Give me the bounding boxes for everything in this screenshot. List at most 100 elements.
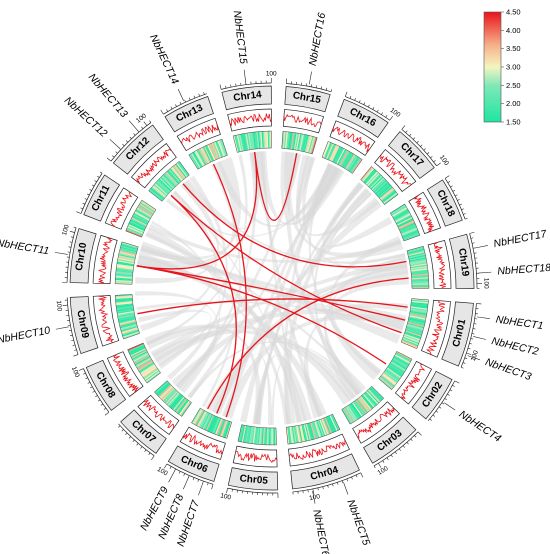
heatmap-bin xyxy=(410,307,428,312)
heatmap-bin xyxy=(356,398,368,414)
heatmap-bin xyxy=(119,247,137,254)
heatmap-bin xyxy=(133,353,150,364)
scale-tick xyxy=(402,445,405,448)
heatmap-bin xyxy=(122,331,140,338)
legend-tick-label: 4.50 xyxy=(506,8,521,17)
gene-label: NbHECT14 xyxy=(147,33,181,87)
heatmap-bin xyxy=(390,205,407,216)
heatmap-bin xyxy=(116,264,134,269)
heatmap-bin xyxy=(379,377,394,389)
heatmap-bin xyxy=(316,420,323,437)
heatmap-bin xyxy=(117,258,135,264)
heatmap-bin xyxy=(409,257,427,262)
heatmap-bin xyxy=(121,242,138,249)
heatmap-bin xyxy=(242,425,248,443)
heatmap-bin xyxy=(174,164,186,179)
duplication-link xyxy=(170,194,402,334)
scale-tick xyxy=(469,231,475,234)
heatmap-bin xyxy=(159,385,173,399)
heatmap-bin xyxy=(239,424,244,442)
line-track-series xyxy=(433,241,447,289)
heatmap-bin xyxy=(245,133,250,151)
line-track-series xyxy=(110,191,133,228)
scale-tick xyxy=(460,366,464,369)
heatmap-bin xyxy=(311,421,319,439)
scale-tick xyxy=(467,347,471,350)
heatmap-bin xyxy=(179,401,191,416)
scale-tick xyxy=(143,121,148,126)
scale-tick xyxy=(140,446,143,449)
line-track-series xyxy=(332,126,371,153)
scale-tick xyxy=(461,208,464,210)
heatmap-bin xyxy=(155,182,169,195)
heatmap-bin xyxy=(399,222,416,231)
heatmap-bin xyxy=(129,346,146,356)
heatmap-bin xyxy=(189,153,200,169)
heatmap-bin xyxy=(298,133,303,151)
heatmap-bin xyxy=(370,386,384,400)
scale-tick xyxy=(390,454,393,458)
heatmap-bin xyxy=(307,423,314,440)
heatmap-bin xyxy=(282,131,286,149)
heatmap-bin xyxy=(127,225,144,234)
heatmap-bin xyxy=(368,174,382,188)
gene-label: NbHECT10 xyxy=(0,324,51,346)
scale-tick xyxy=(78,368,84,371)
heatmap-bin xyxy=(355,399,367,414)
heatmap-bin xyxy=(409,258,427,263)
heatmap-bin xyxy=(401,341,418,349)
heatmap-bin xyxy=(134,355,151,366)
heatmap-segment-border xyxy=(400,298,429,350)
heatmap-bin xyxy=(139,203,155,214)
heatmap-bin xyxy=(245,425,250,443)
heatmap-bin xyxy=(299,425,304,443)
background-link xyxy=(136,301,403,333)
background-link xyxy=(137,158,238,268)
heatmap-bin xyxy=(236,134,242,152)
heatmap-bin xyxy=(308,422,315,440)
scale-tick xyxy=(410,438,413,441)
heatmap-bin xyxy=(365,390,379,405)
heatmap-bin xyxy=(195,150,205,166)
background-link xyxy=(331,259,408,375)
line-track-frame xyxy=(282,109,324,134)
heatmap-bin xyxy=(130,348,147,358)
heatmap-bin xyxy=(130,219,147,228)
heatmap-bin xyxy=(396,351,412,361)
scale-tick xyxy=(92,390,96,393)
gene-leader-line xyxy=(182,477,189,490)
heatmap-bin xyxy=(115,274,133,278)
heatmap-bin xyxy=(157,383,171,397)
heatmap-bin xyxy=(162,388,176,402)
scale-tick xyxy=(438,406,442,409)
heatmap-bin xyxy=(145,370,160,383)
heatmap-bin xyxy=(344,153,354,169)
heatmap-bin xyxy=(331,145,340,162)
heatmap-bin xyxy=(172,165,185,180)
line-track-series xyxy=(181,123,219,145)
scale-tick xyxy=(144,449,147,452)
heatmap-bin xyxy=(120,323,137,330)
heatmap-bin xyxy=(324,417,333,434)
chromosome-segment xyxy=(227,467,279,491)
heatmap-bin xyxy=(241,133,247,151)
heatmap-bin xyxy=(410,304,428,308)
heatmap-bin xyxy=(323,417,331,435)
heatmap-bin xyxy=(214,418,223,435)
background-link xyxy=(138,309,212,369)
heatmap-bin xyxy=(162,174,175,189)
scale-tick xyxy=(382,460,385,463)
heatmap-bin xyxy=(134,354,150,365)
heatmap-bin xyxy=(199,148,209,164)
heatmap-bin xyxy=(406,325,424,331)
heatmap-bin xyxy=(140,201,156,212)
heatmap-bin xyxy=(263,427,266,445)
chromosome-segment xyxy=(69,296,99,355)
scale-tick xyxy=(219,84,222,90)
scale-tick xyxy=(118,425,121,428)
scale-tick xyxy=(355,474,358,478)
heatmap-bin xyxy=(137,205,154,216)
heatmap-bin xyxy=(330,414,339,431)
background-link xyxy=(260,151,302,423)
heatmap-bin xyxy=(314,421,321,438)
